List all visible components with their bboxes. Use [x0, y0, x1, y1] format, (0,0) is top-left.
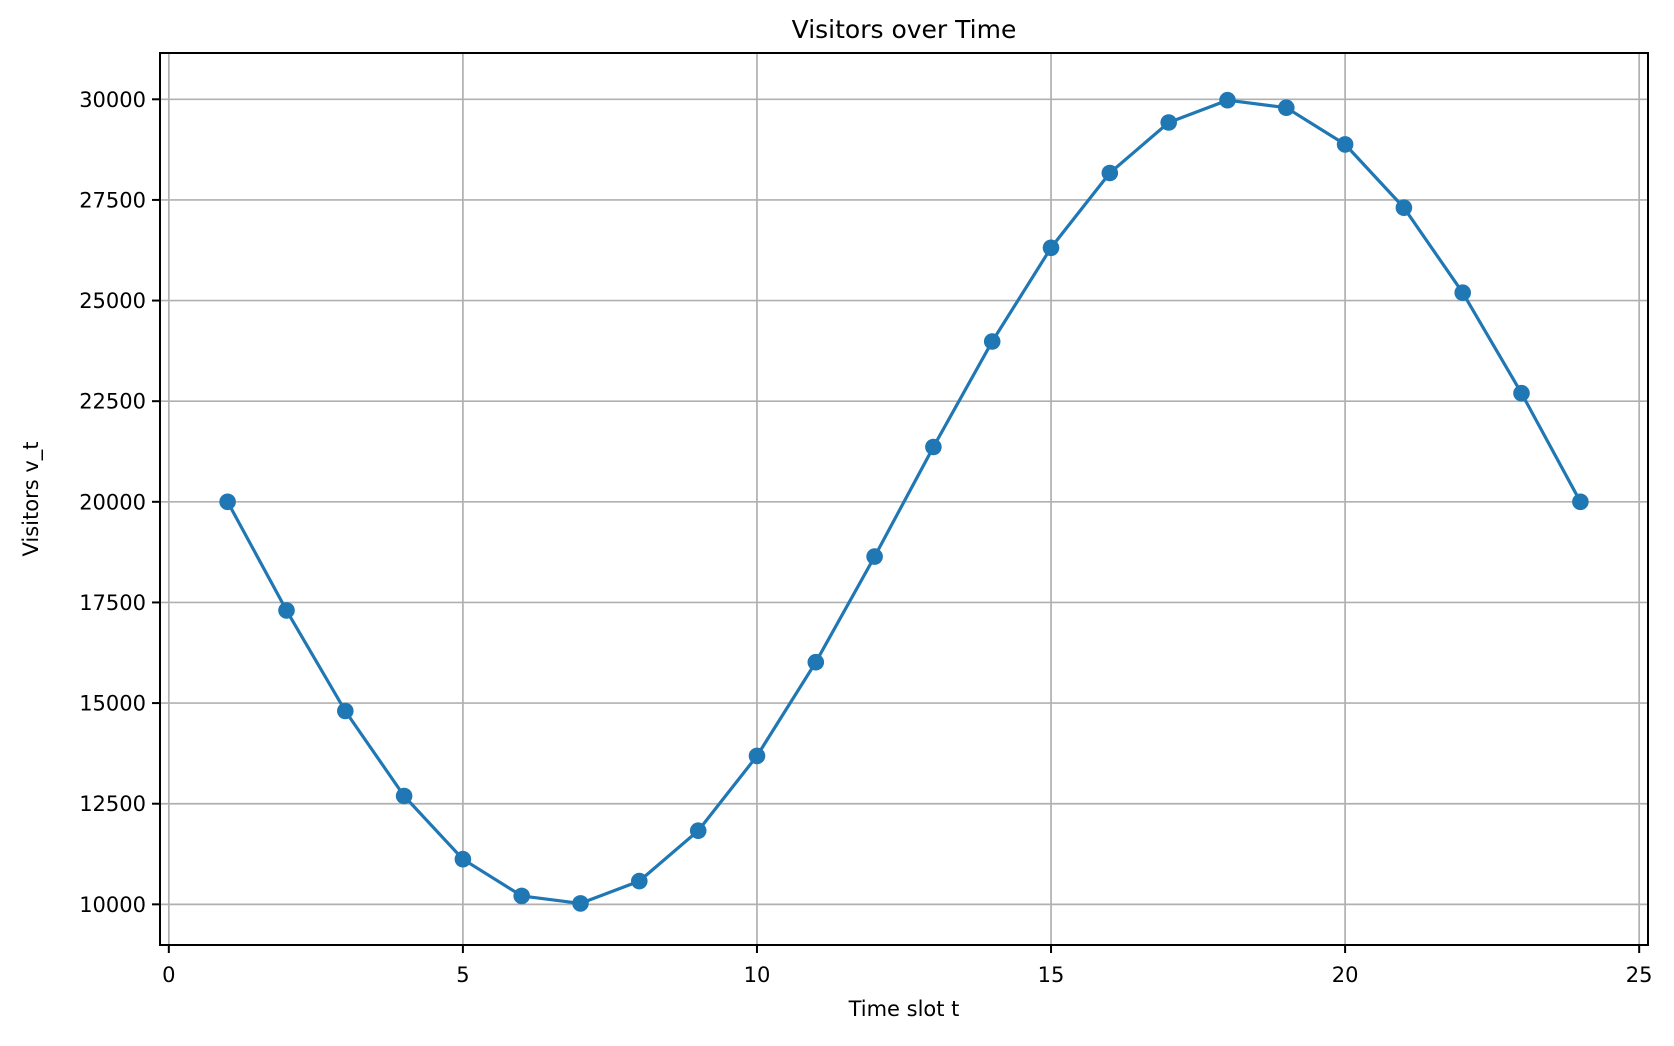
data-point-marker: [1336, 136, 1354, 153]
visitors-series: [219, 91, 1589, 912]
plot-border: [159, 52, 1649, 946]
data-point-marker: [689, 822, 707, 839]
data-point-marker: [866, 548, 883, 565]
y-tick-label: 25000: [79, 289, 146, 313]
tick-labels: 0 5 10 15 20 25 10000 12500 15000 17500 20000 22500…: [79, 88, 1652, 987]
data-point-marker: [748, 747, 766, 765]
data-point-marker: [513, 887, 530, 905]
y-tick-label: 22500: [79, 390, 146, 414]
y-axis-label: Visitors v_t: [19, 441, 44, 556]
data-point-marker: [1513, 384, 1530, 402]
data-point-marker: [1101, 164, 1119, 182]
y-tick-label: 30000: [79, 88, 146, 112]
data-point-marker: [572, 895, 589, 912]
x-tick-label: 10: [744, 963, 771, 987]
grid-lines: [160, 53, 1648, 945]
data-point-marker: [1042, 239, 1060, 257]
x-tick-label: 25: [1626, 963, 1653, 987]
data-point-marker: [1278, 99, 1295, 116]
data-point-marker: [219, 493, 236, 511]
y-tick-label: 27500: [79, 188, 146, 212]
data-point-marker: [278, 602, 295, 619]
chart-title: Visitors over Time: [792, 15, 1017, 44]
data-point-marker: [1395, 199, 1413, 216]
data-point-marker: [983, 333, 1001, 350]
x-tick-label: 15: [1038, 963, 1065, 987]
x-tick-label: 5: [456, 963, 469, 987]
x-tick-label: 20: [1332, 963, 1359, 987]
x-axis-label: Time slot t: [848, 997, 960, 1021]
data-point-marker: [1160, 114, 1177, 131]
series-line: [226, 98, 1582, 905]
y-tick-label: 17500: [79, 591, 146, 615]
data-point-marker: [807, 653, 825, 671]
y-tick-label: 10000: [79, 893, 146, 917]
data-point-marker: [337, 702, 354, 720]
data-point-marker: [1454, 284, 1471, 302]
data-point-marker: [1572, 493, 1589, 511]
data-point-marker: [1219, 91, 1236, 109]
data-point-marker: [925, 438, 942, 456]
data-point-marker: [631, 872, 648, 890]
y-tick-label: 20000: [79, 490, 146, 514]
data-point-marker: [454, 850, 472, 868]
x-tick-label: 0: [162, 963, 175, 987]
axis-ticks: [152, 98, 1641, 953]
y-tick-label: 15000: [79, 692, 146, 716]
y-tick-label: 12500: [79, 792, 146, 816]
data-point-marker: [395, 787, 413, 805]
